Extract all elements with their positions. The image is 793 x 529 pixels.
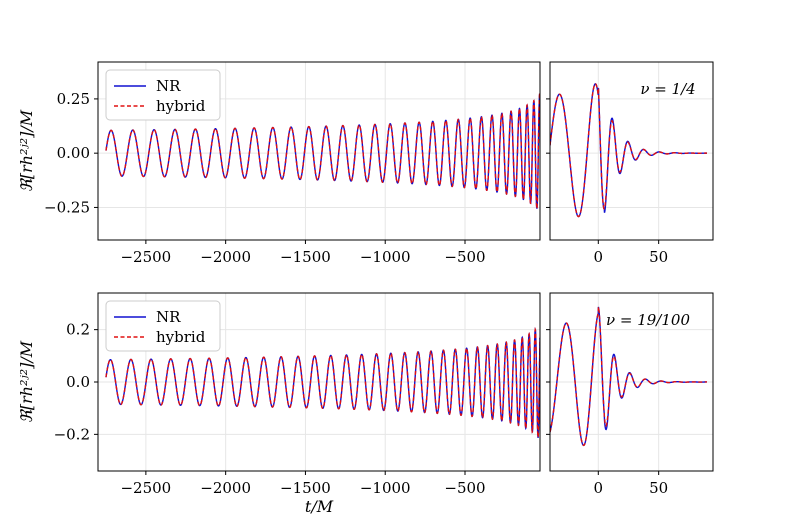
x-axis-label: t/M [305,497,334,516]
x-tick-label: 50 [649,479,668,497]
panel-bottom-legend: NR hybrid [105,300,221,352]
y-tick-label: 0.2 [66,321,90,339]
y-tick-label: 0.25 [57,90,90,108]
x-tick-label: 0 [594,479,604,497]
y-tick-label: −0.2 [54,425,90,443]
x-tick-label: −1000 [360,248,411,266]
y-tick-label: −0.25 [44,198,90,216]
series-hybrid-line [550,306,707,447]
x-tick-label: −2500 [120,248,171,266]
panel-bottom-nu-annotation: ν = 19/100 [606,311,690,329]
panel-top-ylabel: ℜ[rh²ʲ²]/M [17,109,36,192]
legend-box [105,69,221,121]
x-tick-label: −2000 [200,248,251,266]
panel-top-nu-annotation: ν = 1/4 [640,80,695,98]
panel-top-legend: NR hybrid [105,69,221,121]
x-tick-label: −1500 [280,248,331,266]
x-tick-label: −500 [444,479,485,497]
legend-NR-label: NR [156,308,181,326]
axes-frame [549,61,714,241]
x-tick-label: −2000 [200,479,251,497]
series-hybrid-line [550,83,707,218]
x-tick-label: 50 [649,248,668,266]
x-tick-label: −500 [444,248,485,266]
legend-NR-label: NR [156,77,181,95]
x-tick-label: −1500 [280,479,331,497]
legend-hybrid-label: hybrid [156,97,206,115]
legend-hybrid-label: hybrid [156,328,206,346]
panel-bottom-left-axes: −2500 −2000 −1500 −1000 −500 0.2 0.0 −0.2 [54,292,541,497]
x-tick-label: 0 [594,248,604,266]
axes-frame [97,61,541,241]
panel-bottom-right-axes: 0 50 [546,292,714,497]
panel-bottom-ylabel: ℜ[rh²ʲ²]/M [17,340,36,423]
series-hybrid-line [105,93,540,209]
panel-top-right-axes: 0 50 [546,61,714,266]
y-tick-label: 0.00 [57,144,90,162]
series-NR-line [105,326,540,438]
x-tick-label: −2500 [120,479,171,497]
y-tick-label: 0.0 [66,373,90,391]
legend-box [105,300,221,352]
x-tick-label: −1000 [360,479,411,497]
